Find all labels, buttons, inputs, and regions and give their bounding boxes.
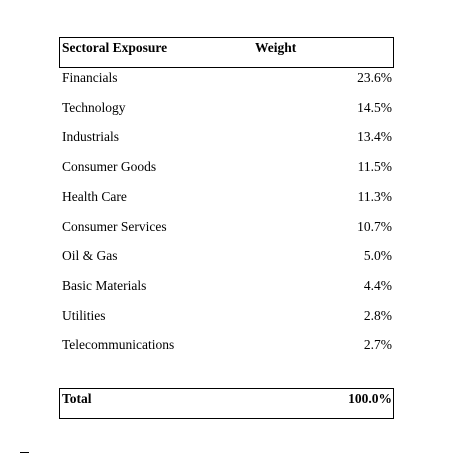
sector-name: Industrials (62, 129, 119, 145)
total-label: Total (62, 391, 92, 406)
sector-weight: 2.8% (363, 307, 392, 323)
sector-name: Technology (62, 99, 126, 115)
sector-name: Telecommunications (62, 337, 175, 353)
sector-weight: 5.0% (363, 248, 392, 264)
total-box (59, 388, 394, 419)
total-value: 100.0% (348, 391, 392, 406)
sector-weight: 11.3% (357, 188, 392, 204)
header-cell: Sectoral Exposure (62, 40, 168, 55)
sector-name: Health Care (62, 188, 127, 204)
sector-name: Basic Materials (62, 277, 147, 293)
sector-name: Utilities (62, 307, 106, 323)
sector-name: Consumer Services (62, 218, 167, 234)
sector-weight: 23.6% (357, 70, 392, 85)
sector-weight: 13.4% (357, 129, 392, 145)
header-cell: Weight (255, 40, 297, 55)
sector-weight: 11.5% (357, 159, 392, 175)
sector-name: Consumer Goods (62, 159, 157, 175)
sector-weight: 10.7% (357, 218, 392, 234)
dash (20, 452, 29, 453)
sector-name: Financials (62, 70, 118, 85)
header-box (59, 37, 394, 68)
sector-name: Oil & Gas (62, 248, 118, 264)
sector-weight: 2.7% (363, 337, 392, 353)
sector-weight: 4.4% (363, 277, 392, 293)
sector-weight: 14.5% (357, 99, 392, 115)
